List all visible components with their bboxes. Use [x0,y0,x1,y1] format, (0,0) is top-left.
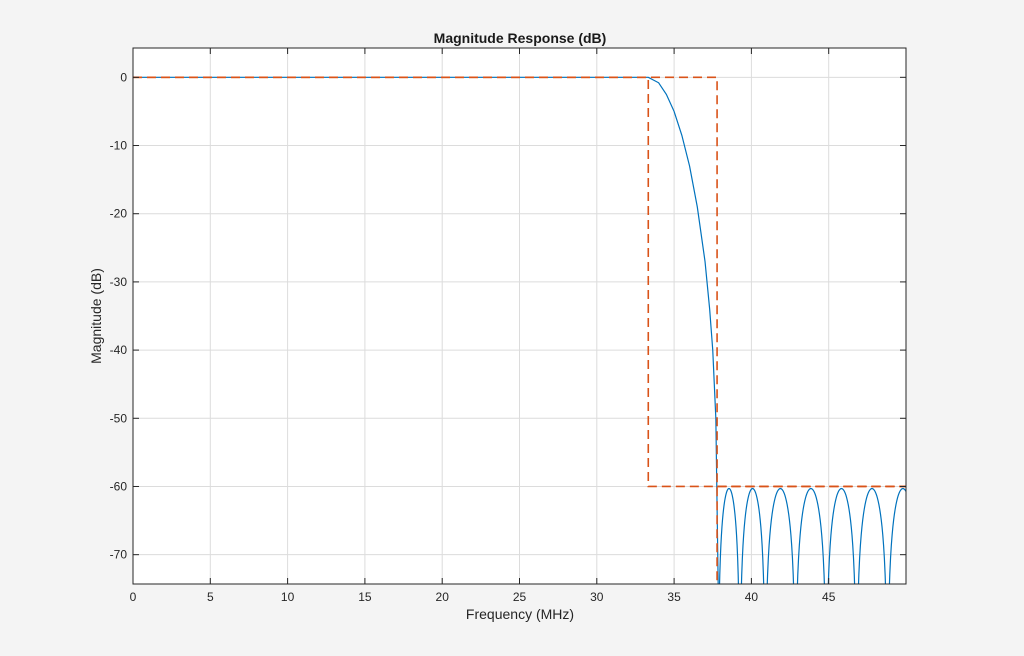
y-tick-label: -60 [110,479,128,493]
y-tick-label: 0 [120,70,127,84]
y-tick-label: -50 [110,411,128,425]
x-tick-label: 40 [745,590,759,604]
x-tick-label: 10 [281,590,295,604]
y-tick-label: -30 [110,275,128,289]
x-tick-label: 45 [822,590,836,604]
x-tick-label: 35 [667,590,681,604]
x-tick-label: 30 [590,590,604,604]
y-axis-label: Magnitude (dB) [88,268,104,364]
y-tick-label: -20 [110,207,128,221]
x-tick-label: 15 [358,590,372,604]
ticks: 0 5 10 15 20 25 30 35 40 45 0 -10 -20 -30 -40 -50 -60 -70 [110,48,906,604]
series-layer [133,76,906,584]
chart-title: Magnitude Response (dB) [434,30,607,46]
y-tick-label: -40 [110,343,128,357]
x-tick-label: 20 [436,590,450,604]
x-tick-label: 0 [130,590,137,604]
x-axis-label: Frequency (MHz) [466,606,574,622]
magnitude-response-line [133,76,906,584]
y-tick-label: -10 [110,139,128,153]
x-tick-label: 25 [513,590,527,604]
y-tick-label: -70 [110,548,128,562]
axes: 0 5 10 15 20 25 30 35 40 45 0 -10 -20 -30 -40 -50 -60 -70 [110,47,907,604]
x-tick-label: 5 [207,590,214,604]
